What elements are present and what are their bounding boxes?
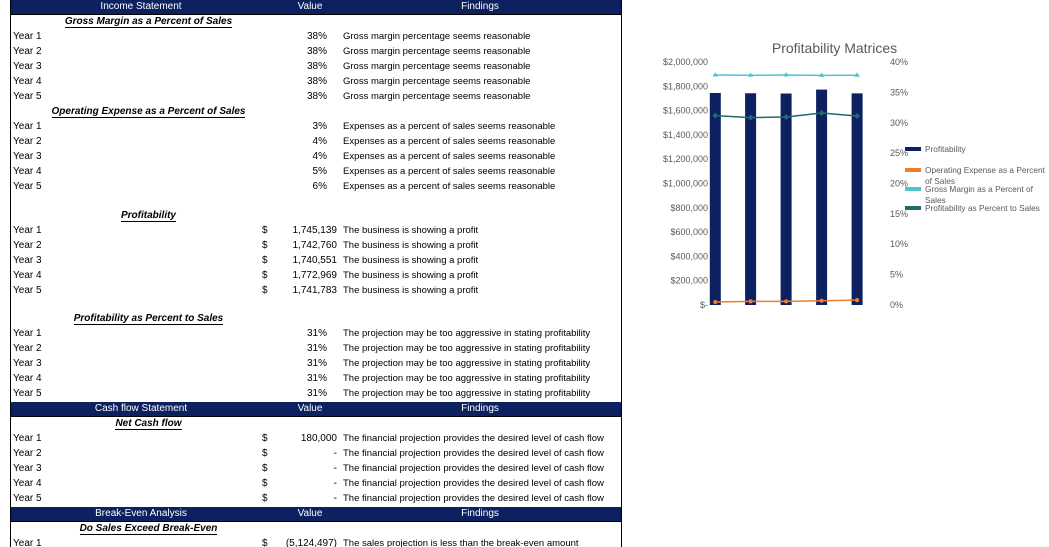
svg-text:$1,000,000: $1,000,000 <box>663 179 708 189</box>
svg-text:$200,000: $200,000 <box>670 276 708 286</box>
svg-text:$800,000: $800,000 <box>670 203 708 213</box>
svg-text:$1,200,000: $1,200,000 <box>663 154 708 164</box>
svg-text:$1,400,000: $1,400,000 <box>663 130 708 140</box>
svg-text:5%: 5% <box>890 270 903 280</box>
svg-text:40%: 40% <box>890 57 908 67</box>
svg-text:0%: 0% <box>890 300 903 310</box>
svg-text:$-: $- <box>700 300 708 310</box>
svg-text:$400,000: $400,000 <box>670 251 708 261</box>
svg-text:$600,000: $600,000 <box>670 227 708 237</box>
svg-text:$2,000,000: $2,000,000 <box>663 57 708 67</box>
svg-text:10%: 10% <box>890 239 908 249</box>
svg-text:30%: 30% <box>890 118 908 128</box>
svg-text:$1,800,000: $1,800,000 <box>663 81 708 91</box>
svg-text:35%: 35% <box>890 87 908 97</box>
svg-text:$1,600,000: $1,600,000 <box>663 106 708 116</box>
